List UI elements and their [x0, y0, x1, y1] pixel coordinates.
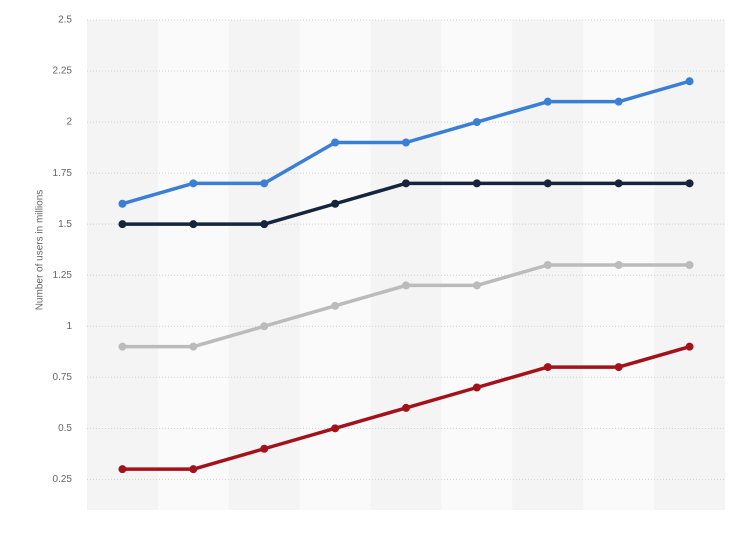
data-point: [118, 199, 127, 208]
data-point: [189, 220, 198, 229]
data-point: [543, 261, 552, 269]
data-point: [472, 383, 481, 392]
data-point: [402, 281, 410, 290]
data-point: [331, 199, 340, 208]
data-point: [685, 342, 694, 351]
y-tick-label: 0.25: [53, 474, 73, 485]
data-point: [118, 465, 127, 474]
y-tick-label: 1.75: [53, 168, 73, 179]
data-point: [118, 342, 127, 351]
data-point: [260, 322, 269, 331]
data-point: [189, 465, 198, 474]
data-point: [260, 220, 269, 229]
data-point: [543, 97, 552, 106]
y-axis-label: Number of users in millions: [35, 190, 46, 311]
y-tick-label: 0.5: [58, 423, 72, 434]
data-point: [543, 179, 552, 188]
data-point: [118, 220, 127, 229]
data-point: [472, 179, 481, 188]
data-point: [685, 179, 694, 188]
data-point: [472, 118, 481, 127]
data-point: [685, 77, 694, 86]
data-point: [614, 261, 623, 269]
y-tick-label: 0.75: [53, 372, 73, 383]
data-point: [260, 179, 269, 188]
data-point: [402, 179, 410, 188]
y-tick-label: 2.25: [53, 66, 73, 77]
plot-stripe: [441, 20, 513, 510]
data-point: [614, 363, 623, 372]
data-point: [331, 424, 340, 433]
y-tick-label: 2: [66, 117, 72, 128]
data-point: [331, 138, 340, 147]
y-tick-label: 1.5: [58, 219, 72, 230]
y-tick-label: 1.25: [53, 270, 73, 281]
plot-stripe: [157, 20, 229, 510]
data-point: [402, 138, 410, 147]
y-tick-label: 1: [66, 321, 72, 332]
data-point: [260, 444, 269, 453]
data-point: [331, 301, 340, 310]
data-point: [685, 261, 694, 269]
data-point: [614, 179, 623, 188]
data-point: [472, 281, 481, 290]
y-tick-label: 2.5: [58, 15, 72, 26]
data-point: [189, 342, 198, 351]
data-point: [543, 363, 552, 372]
data-point: [402, 403, 410, 412]
data-point: [614, 97, 623, 106]
data-point: [189, 179, 198, 188]
